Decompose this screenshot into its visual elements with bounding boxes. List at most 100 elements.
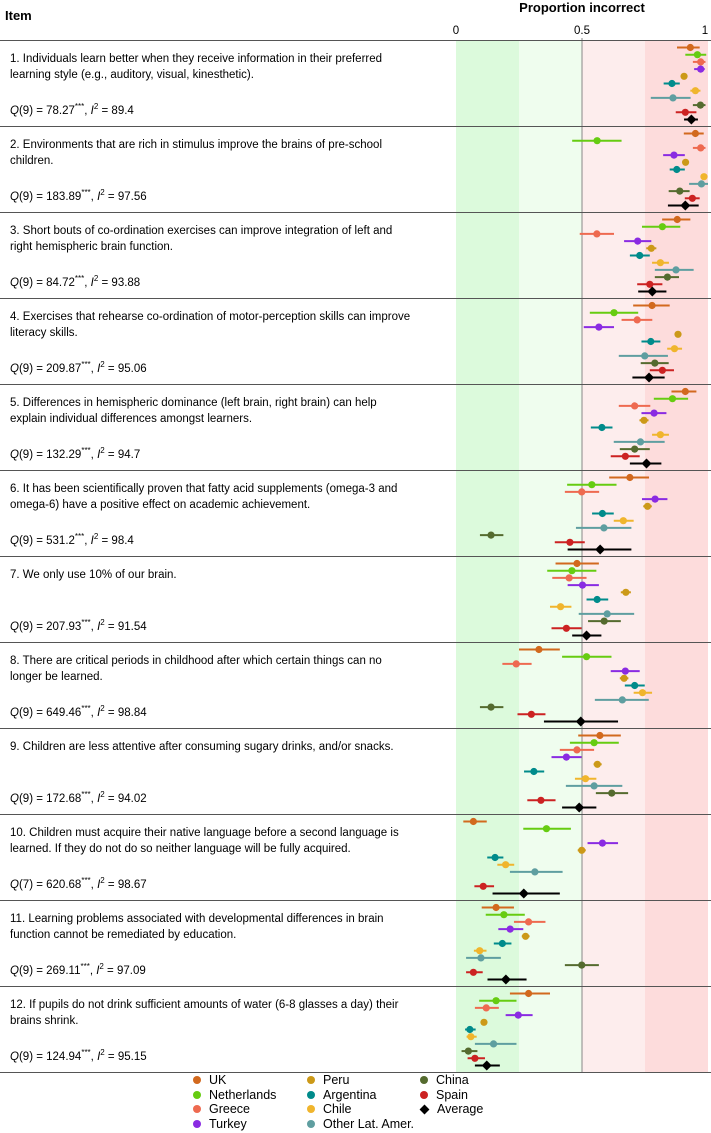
x-tick-label-1: 1 xyxy=(701,25,709,37)
point-argentina xyxy=(466,1025,474,1034)
point-peru xyxy=(578,846,586,854)
point-netherlands xyxy=(588,481,596,489)
point-peru xyxy=(640,416,648,424)
point-peru xyxy=(620,674,628,682)
i2-value: 89.4 xyxy=(111,104,134,117)
point-spain xyxy=(621,452,629,460)
legend-label: Greece xyxy=(209,1102,250,1117)
point-average xyxy=(518,888,529,899)
legend-label: Netherlands xyxy=(209,1087,277,1102)
heterogeneity-stats: Q(7) = 620.68***, I2 = 98.67 xyxy=(10,876,147,891)
item-statement: 9. Children are less attentive after con… xyxy=(10,741,394,753)
point-peru xyxy=(674,330,682,338)
heterogeneity-stats: Q(9) = 649.46***, I2 = 98.84 xyxy=(10,704,147,719)
point-chile xyxy=(656,431,664,439)
point-average xyxy=(500,974,511,985)
legend-label: Peru xyxy=(323,1073,350,1087)
point-argentina xyxy=(498,939,506,948)
point-spain xyxy=(537,796,545,804)
point-greece xyxy=(697,58,705,66)
q-df: 9 xyxy=(22,534,30,547)
q-value: 84.72 xyxy=(46,276,75,289)
item-statement: 12. If pupils do not drink sufficient am… xyxy=(10,999,399,1027)
point-netherlands xyxy=(492,997,500,1005)
circle-marker-icon xyxy=(307,1120,315,1129)
q-value: 649.46 xyxy=(46,706,82,719)
i2-value: 94.7 xyxy=(117,448,141,461)
point-turkey xyxy=(634,237,642,245)
point-turkey xyxy=(697,65,705,73)
row-divider xyxy=(0,212,711,213)
point-average xyxy=(680,200,691,211)
i2-value: 98.67 xyxy=(117,878,147,891)
point-other-lat-amer xyxy=(489,1040,498,1048)
point-netherlands xyxy=(693,51,702,59)
point-other-lat-amer xyxy=(641,352,649,360)
point-peru xyxy=(680,72,688,80)
legend-item: Peru xyxy=(307,1073,349,1087)
legend: UK Netherlands Greece Turkey Peru Argentina Ch… xyxy=(160,1073,560,1133)
point-china xyxy=(676,187,684,195)
point-turkey xyxy=(650,409,658,417)
point-china xyxy=(464,1047,472,1055)
point-china xyxy=(600,617,608,625)
item-row: 9. Children are less attentive after con… xyxy=(0,728,711,814)
q-df: 9 xyxy=(22,620,30,633)
point-argentina xyxy=(530,767,538,776)
i2-value: 97.09 xyxy=(116,964,146,977)
point-china xyxy=(651,359,659,367)
point-other-lat-amer xyxy=(697,180,706,188)
diamond-marker-icon xyxy=(419,1104,430,1115)
item-row: 6. It has been scientifically proven tha… xyxy=(0,470,711,556)
point-turkey xyxy=(598,839,607,847)
row-divider xyxy=(0,642,711,643)
point-china xyxy=(487,703,495,711)
legend-label: Chile xyxy=(323,1102,352,1117)
item-statement: 8. There are critical periods in childho… xyxy=(10,655,382,683)
legend-item: Spain xyxy=(420,1088,468,1102)
point-china xyxy=(608,789,616,797)
heterogeneity-stats: Q(9) = 207.93***, I2 = 91.54 xyxy=(10,618,147,633)
point-netherlands xyxy=(668,395,677,403)
q-value: 78.27 xyxy=(46,104,75,117)
circle-marker-icon xyxy=(307,1076,315,1084)
heterogeneity-stats: Q(9) = 269.11***, I2 = 97.09 xyxy=(10,962,146,977)
point-chile xyxy=(638,689,647,697)
point-spain xyxy=(646,280,654,288)
point-average xyxy=(481,1060,492,1071)
significance-stars: *** xyxy=(81,1048,91,1057)
legend-item: Argentina xyxy=(307,1088,377,1102)
point-turkey xyxy=(595,323,603,331)
point-other-lat-amer xyxy=(669,94,677,102)
q-value: 132.29 xyxy=(46,448,82,461)
item-row: 5. Differences in hemispheric dominance … xyxy=(0,384,711,470)
point-uk xyxy=(686,43,694,52)
item-row: 8. There are critical periods in childho… xyxy=(0,642,711,728)
point-china xyxy=(663,273,672,281)
legend-label: Other Lat. Amer. xyxy=(323,1117,415,1132)
q-value: 531.2 xyxy=(46,534,75,547)
point-chile xyxy=(700,173,708,181)
item-statement: 11. Learning problems associated with de… xyxy=(10,913,384,941)
q-df: 9 xyxy=(22,706,30,719)
legend-label: Argentina xyxy=(323,1087,377,1102)
item-statement: 6. It has been scientifically proven tha… xyxy=(10,483,398,511)
item-column-header: Item xyxy=(5,8,32,23)
item-row: 10. Children must acquire their native l… xyxy=(0,814,711,900)
point-spain xyxy=(471,1054,479,1062)
item-statement: 3. Short bouts of co-ordination exercise… xyxy=(10,225,393,253)
circle-marker-icon xyxy=(307,1090,315,1099)
q-df: 9 xyxy=(22,964,30,977)
row-divider xyxy=(0,986,711,987)
row-divider xyxy=(0,298,711,299)
point-argentina xyxy=(491,853,499,862)
circle-marker-icon xyxy=(307,1105,315,1114)
point-spain xyxy=(527,710,535,718)
circle-marker-icon xyxy=(420,1076,428,1084)
point-argentina xyxy=(668,79,676,88)
significance-stars: *** xyxy=(81,790,91,799)
point-greece xyxy=(631,402,639,410)
q-df: 9 xyxy=(22,448,30,461)
point-peru xyxy=(480,1018,488,1026)
item-statement: 1. Individuals learn better when they re… xyxy=(10,53,383,81)
